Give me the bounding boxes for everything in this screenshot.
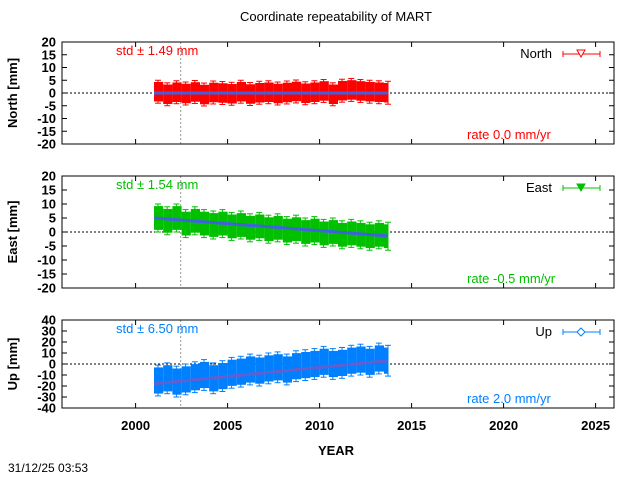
data-point <box>292 81 302 102</box>
data-point <box>301 352 311 379</box>
plot-frame <box>61 175 615 289</box>
data-point <box>319 81 329 101</box>
x-tick-label: 2010 <box>305 418 334 433</box>
rate-label: rate 0.0 mm/yr <box>467 127 551 142</box>
data-point <box>154 367 164 394</box>
data-point <box>273 354 283 381</box>
y-tick-label: -30 <box>37 390 56 405</box>
data-point <box>236 358 246 385</box>
y-tick-label: -10 <box>37 111 56 126</box>
y-tick-label: 20 <box>42 35 56 50</box>
y-tick-label: 0 <box>49 357 56 372</box>
y-tick-label: -20 <box>37 379 56 394</box>
x-tick-label: 2015 <box>397 418 426 433</box>
data-point <box>190 364 200 391</box>
y-axis-label: East [mm] <box>5 201 20 264</box>
y-tick-label: 20 <box>42 169 56 184</box>
x-tick-label: 2000 <box>121 418 150 433</box>
y-tick-label: 30 <box>42 324 56 339</box>
std-label: std ± 1.54 mm <box>116 177 198 192</box>
std-label: std ± 6.50 mm <box>116 321 198 336</box>
legend-label: East <box>526 180 552 195</box>
trend-line <box>153 216 388 238</box>
y-tick-label: -10 <box>37 368 56 383</box>
timestamp: 31/12/25 03:53 <box>8 461 89 475</box>
y-axis-label: Up [mm] <box>5 338 20 391</box>
data-point <box>163 208 173 233</box>
y-tick-label: 20 <box>42 335 56 350</box>
legend-label: Up <box>535 324 552 339</box>
x-tick-label: 2020 <box>489 418 518 433</box>
data-point <box>200 211 210 236</box>
legend-marker-icon <box>576 49 586 59</box>
data-point <box>319 348 329 375</box>
data-point <box>338 222 348 247</box>
data-point <box>227 359 237 386</box>
y-tick-label: -40 <box>37 401 56 416</box>
data-point <box>200 361 210 389</box>
data-point <box>246 215 256 240</box>
data-point <box>365 224 375 249</box>
data-point <box>282 218 292 243</box>
y-tick-label: -15 <box>37 124 56 139</box>
plot-frame <box>61 319 615 409</box>
x-tick-label: 2005 <box>213 418 242 433</box>
data-point <box>338 349 348 376</box>
data-point <box>200 84 210 105</box>
legend-marker-icon <box>576 183 586 193</box>
data-point <box>328 350 338 378</box>
data-point <box>356 81 366 101</box>
y-tick-label: -5 <box>44 239 56 254</box>
data-point <box>301 220 311 244</box>
std-label: std ± 1.49 mm <box>116 43 198 58</box>
y-tick-label: 0 <box>49 225 56 240</box>
data-point <box>292 353 302 380</box>
data-point <box>319 221 329 246</box>
data-point <box>246 356 256 383</box>
chart-title: Coordinate repeatability of MART <box>240 9 432 24</box>
y-tick-label: 0 <box>49 86 56 101</box>
data-point <box>209 213 219 237</box>
y-tick-label: 10 <box>42 197 56 212</box>
legend-label: North <box>520 46 552 61</box>
y-tick-label: 40 <box>42 313 56 328</box>
data-point <box>264 217 274 242</box>
y-tick-label: -20 <box>37 137 56 152</box>
rate-label: rate -0.5 mm/yr <box>467 271 556 286</box>
y-axis-label: North [mm] <box>5 58 20 128</box>
data-point <box>374 345 384 372</box>
y-tick-label: 5 <box>49 73 56 88</box>
y-tick-label: -10 <box>37 253 56 268</box>
data-point <box>356 346 366 373</box>
data-point <box>338 80 348 101</box>
y-tick-label: -15 <box>37 267 56 282</box>
trend-line <box>153 359 388 386</box>
plot-frame <box>61 41 615 145</box>
data-point <box>255 357 265 384</box>
y-tick-label: 10 <box>42 60 56 75</box>
data-point <box>264 355 274 382</box>
data-point <box>347 347 357 374</box>
y-tick-label: 10 <box>42 346 56 361</box>
legend-marker-icon <box>576 327 586 337</box>
y-tick-label: -20 <box>37 281 56 296</box>
data-point <box>347 80 357 100</box>
y-tick-label: 15 <box>42 183 56 198</box>
y-tick-label: 15 <box>42 47 56 62</box>
x-tick-label: 2025 <box>581 418 610 433</box>
data-point <box>163 365 173 392</box>
x-axis-label: YEAR <box>318 443 355 458</box>
data-point <box>172 206 182 230</box>
y-tick-label: 5 <box>49 211 56 226</box>
rate-label: rate 2.0 mm/yr <box>467 391 551 406</box>
data-point <box>227 214 237 239</box>
data-point <box>181 211 191 236</box>
y-tick-label: -5 <box>44 98 56 113</box>
data-point <box>310 350 320 378</box>
